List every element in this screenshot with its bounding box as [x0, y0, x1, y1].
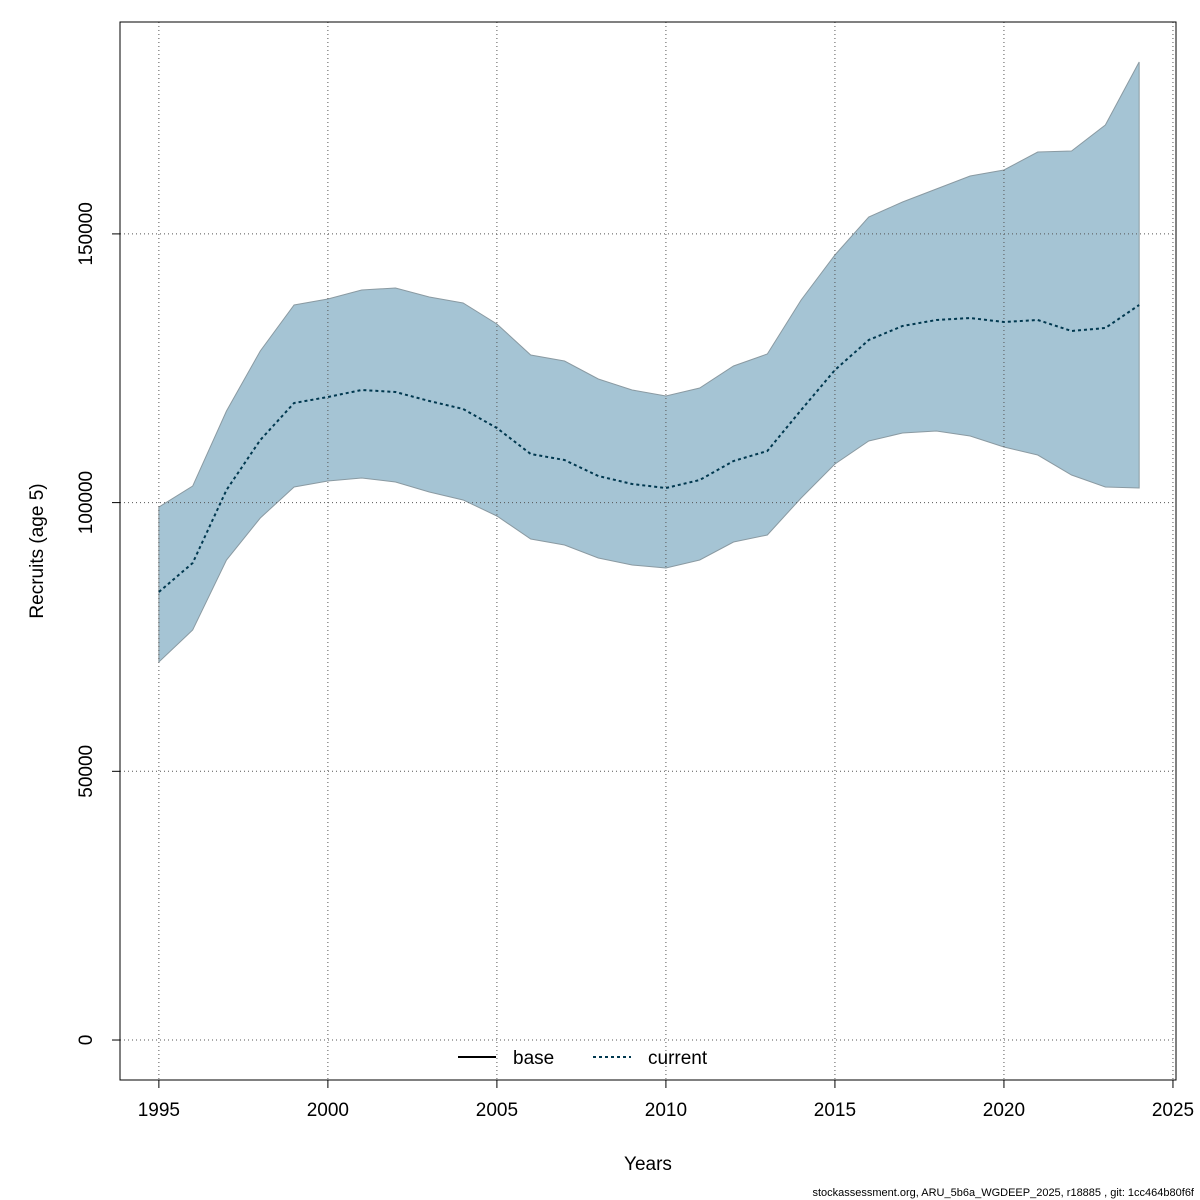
x-tick-label: 2015 — [814, 1100, 856, 1121]
plot-box — [119, 21, 1177, 1081]
x-tick-label: 2025 — [1152, 1100, 1194, 1121]
x-tick-label: 2005 — [476, 1100, 518, 1121]
legend-label: base — [513, 1048, 554, 1069]
x-axis-label: Years — [624, 1154, 672, 1175]
x-tick-label: 2010 — [645, 1100, 687, 1121]
x-tick-label: 1995 — [138, 1100, 180, 1121]
y-tick-label: 150000 — [76, 202, 97, 265]
y-tick-label: 50000 — [76, 745, 97, 798]
y-tick-label: 100000 — [76, 471, 97, 534]
footnote: stockassessment.org, ARU_5b6a_WGDEEP_202… — [812, 1187, 1194, 1199]
y-axis-label: Recruits (age 5) — [27, 483, 48, 618]
x-tick-label: 2000 — [307, 1100, 349, 1121]
series-line — [158, 304, 1140, 593]
confidence-band — [158, 61, 1140, 664]
x-tick-label: 2020 — [983, 1100, 1025, 1121]
legend-label: current — [648, 1048, 708, 1069]
y-tick-label: 0 — [76, 1035, 97, 1046]
